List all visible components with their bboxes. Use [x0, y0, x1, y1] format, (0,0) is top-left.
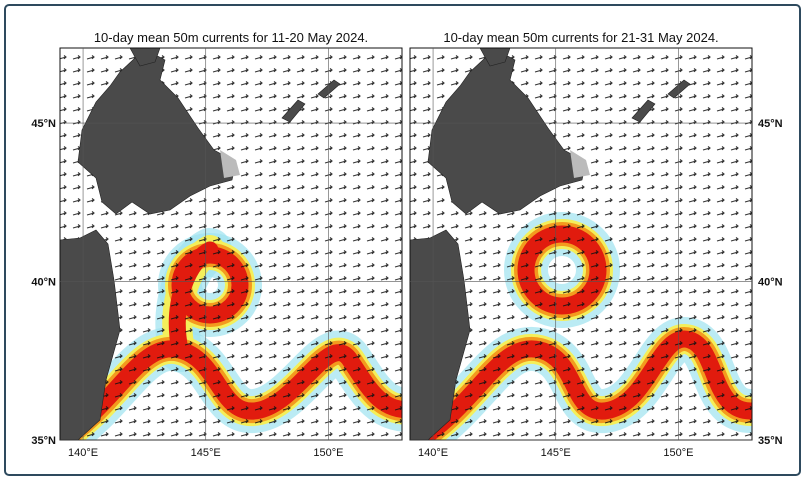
map-left: [60, 48, 402, 440]
y-tick-label: 45°N: [31, 118, 56, 130]
map-right: [410, 48, 752, 440]
x-tick-label: 150°E: [313, 447, 343, 459]
x-tick-label: 140°E: [68, 447, 98, 459]
y-tick-label: 35°N: [758, 435, 783, 447]
x-tick-label: 145°E: [541, 447, 571, 459]
y-tick-label: 35°N: [31, 435, 56, 447]
panel-title: 10-day mean 50m currents for 11-20 May 2…: [94, 30, 368, 45]
x-tick-label: 145°E: [191, 447, 221, 459]
panel-title: 10-day mean 50m currents for 21-31 May 2…: [443, 30, 718, 45]
y-tick-label: 40°N: [31, 277, 56, 289]
y-tick-label: 40°N: [758, 277, 783, 289]
y-tick-label: 45°N: [758, 118, 783, 130]
x-tick-label: 150°E: [663, 447, 693, 459]
x-tick-label: 140°E: [418, 447, 448, 459]
